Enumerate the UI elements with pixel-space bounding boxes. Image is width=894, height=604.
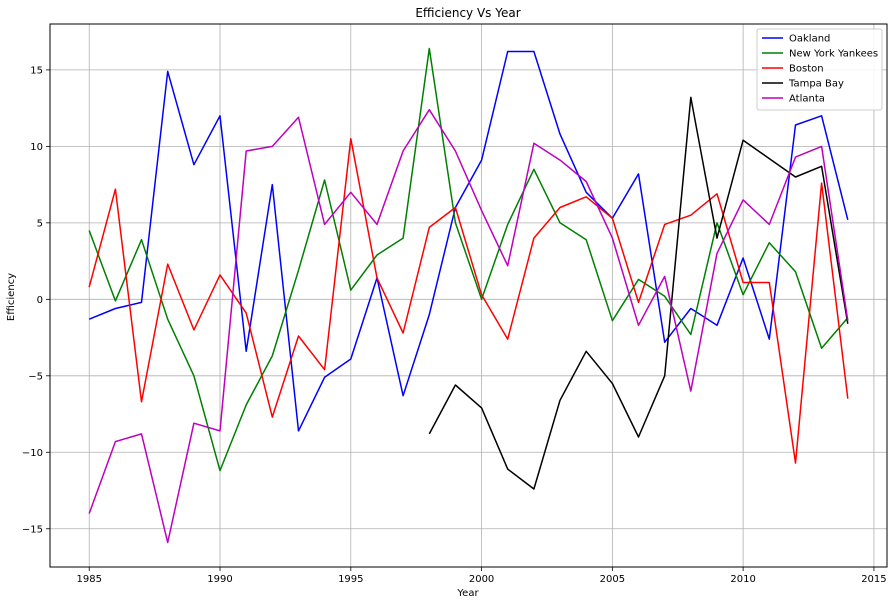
grid-lines bbox=[50, 24, 887, 567]
x-tick-label: 2000 bbox=[469, 574, 494, 585]
legend-label: Boston bbox=[789, 64, 824, 75]
legend-label: Atlanta bbox=[789, 94, 825, 105]
y-tick-label: 10 bbox=[30, 142, 43, 153]
x-tick-label: 1995 bbox=[338, 574, 363, 585]
legend: Oakland New York Yankees Boston Tampa Bay At… bbox=[756, 28, 883, 111]
x-tick-label: 2005 bbox=[600, 574, 625, 585]
y-tick-label: −15 bbox=[22, 524, 43, 535]
legend-label: Oakland bbox=[789, 34, 830, 45]
series-line-boston bbox=[88, 137, 849, 464]
x-tick-label: 2010 bbox=[730, 574, 755, 585]
chart-title: Efficiency Vs Year bbox=[415, 6, 520, 20]
legend-label: New York Yankees bbox=[789, 49, 878, 60]
series-lines bbox=[88, 47, 849, 544]
series-line-oakland bbox=[88, 50, 849, 432]
x-tick-label: 1990 bbox=[207, 574, 232, 585]
legend-box bbox=[756, 28, 883, 111]
series-line-new-york-yankees bbox=[88, 47, 849, 472]
y-tick-label: −5 bbox=[28, 371, 43, 382]
legend-label: Tampa Bay bbox=[788, 79, 844, 90]
plot-frame bbox=[49, 23, 888, 568]
x-axis-title: Year bbox=[456, 588, 479, 599]
series-line-tampa-bay bbox=[428, 96, 849, 490]
x-tick-label: 2015 bbox=[861, 574, 886, 585]
y-tick-label: −10 bbox=[22, 448, 43, 459]
y-tick-label: 5 bbox=[37, 218, 43, 229]
series-line-atlanta bbox=[88, 108, 849, 544]
y-tick-label: 15 bbox=[30, 65, 43, 76]
axis-ticks: 1985 1990 1995 2000 2005 2010 2015 −15 −10 −5 0 5 10… bbox=[22, 65, 887, 585]
y-axis-title: Efficiency bbox=[6, 273, 17, 321]
x-tick-label: 1985 bbox=[77, 574, 102, 585]
y-tick-label: 0 bbox=[37, 295, 43, 306]
